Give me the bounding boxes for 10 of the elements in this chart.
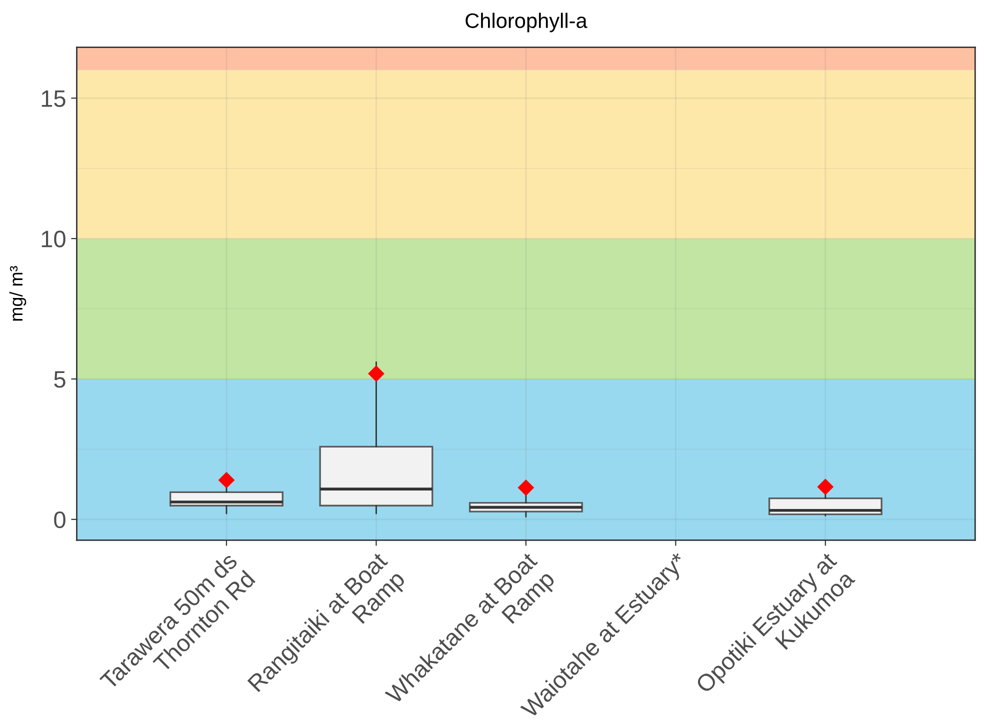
- point: [817, 478, 834, 496]
- y-tick-label: 0: [54, 511, 66, 528]
- y-tick-label: 10: [42, 230, 66, 248]
- point: [518, 479, 534, 496]
- point: [368, 365, 384, 382]
- y-tick-label: 5: [54, 371, 66, 388]
- chart-title: Chlorophyll-a: [466, 12, 588, 32]
- y-axis-title: mg/ m³: [9, 266, 26, 321]
- point: [218, 472, 235, 488]
- y-tick-label: 15: [42, 90, 66, 107]
